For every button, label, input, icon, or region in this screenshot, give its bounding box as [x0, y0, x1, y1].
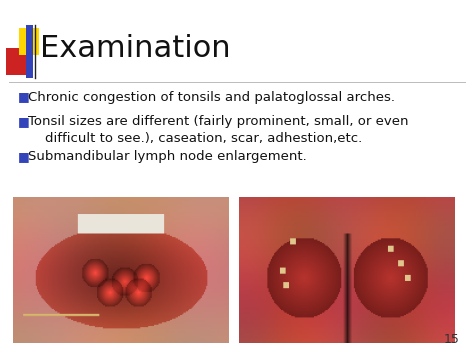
Text: Chronic congestion of tonsils and palatoglossal arches.: Chronic congestion of tonsils and palato… — [28, 91, 395, 104]
Text: ■: ■ — [18, 150, 30, 163]
Text: Tonsil sizes are different (fairly prominent, small, or even
    difficult to se: Tonsil sizes are different (fairly promi… — [28, 115, 409, 145]
Text: ■: ■ — [18, 91, 30, 104]
Text: ■: ■ — [18, 115, 30, 129]
Text: Submandibular lymph node enlargement.: Submandibular lymph node enlargement. — [28, 150, 307, 163]
Text: 15: 15 — [444, 333, 460, 346]
Text: Examination: Examination — [40, 34, 231, 63]
